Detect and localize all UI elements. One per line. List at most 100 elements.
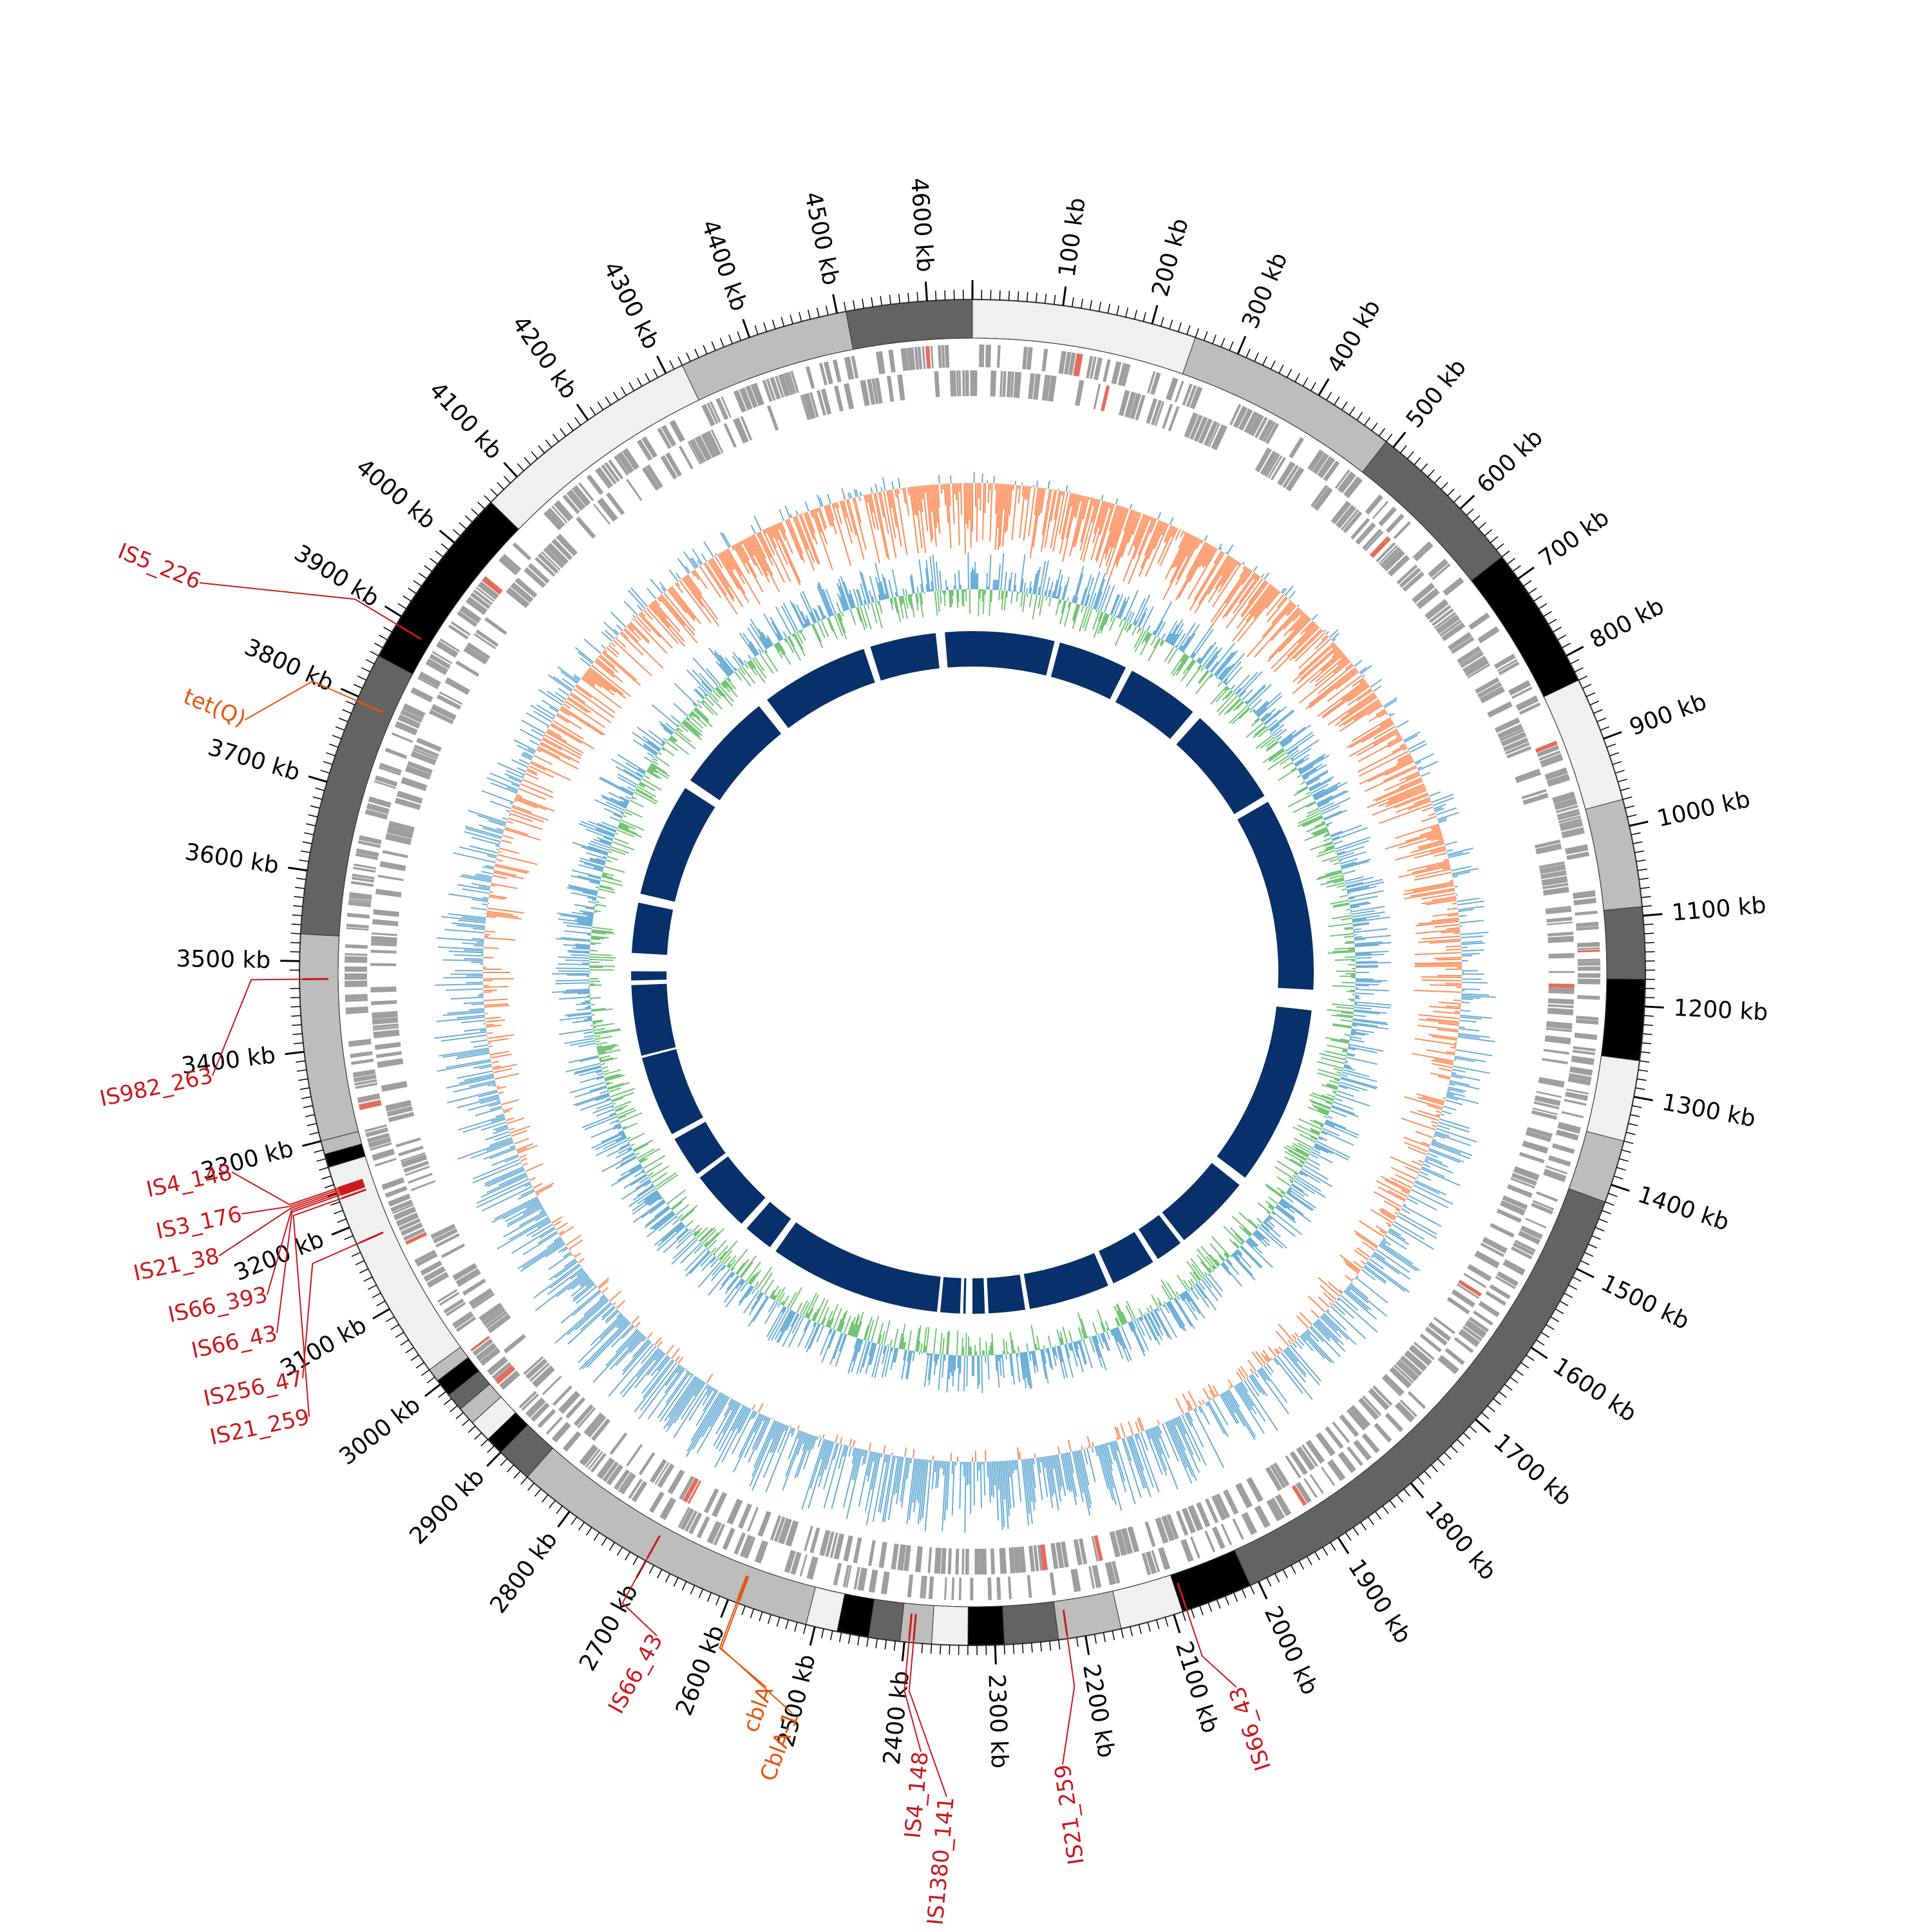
cds-feature	[649, 1459, 667, 1483]
minor-tick	[410, 1354, 419, 1361]
minor-tick	[461, 1419, 470, 1426]
cds-feature	[1154, 401, 1165, 426]
cds-feature	[1220, 1523, 1233, 1546]
cds-feature	[685, 1510, 698, 1532]
minor-tick	[1630, 1113, 1640, 1117]
homology-block	[699, 1156, 766, 1224]
cds-feature	[1571, 1056, 1595, 1065]
minor-tick	[649, 1565, 654, 1575]
minor-tick	[330, 1201, 340, 1206]
cds-feature	[379, 762, 402, 774]
major-tick	[331, 1226, 350, 1236]
minor-tick	[438, 1391, 446, 1398]
cds-feature	[1534, 839, 1561, 849]
cds-feature	[1393, 1364, 1414, 1384]
minor-tick	[1310, 382, 1316, 392]
cds-feature	[1385, 1412, 1404, 1432]
minor-tick	[400, 1339, 409, 1346]
cds-feature	[1487, 701, 1513, 718]
minor-tick	[1642, 1042, 1652, 1045]
cds-feature	[1331, 500, 1351, 525]
cds-feature	[1186, 384, 1197, 408]
minor-tick	[1606, 743, 1616, 748]
minor-tick	[527, 1482, 535, 1491]
cds-feature	[1232, 1518, 1244, 1540]
cds-feature	[867, 1540, 876, 1566]
cds-feature	[687, 1480, 702, 1504]
cds-feature	[706, 430, 721, 456]
annotation-leader	[302, 1242, 360, 1379]
cds-feature	[601, 464, 617, 485]
cds-feature	[1477, 682, 1502, 698]
minor-tick	[1330, 1542, 1336, 1551]
minor-tick	[309, 1132, 319, 1135]
cds-feature	[1115, 1529, 1128, 1556]
cds-feature	[956, 370, 959, 397]
cds-feature	[1575, 1019, 1599, 1025]
cds-feature	[542, 1376, 562, 1396]
cds-feature	[616, 451, 634, 474]
cds-feature	[1435, 614, 1461, 634]
cds-feature	[1408, 1344, 1432, 1366]
minor-tick	[1349, 406, 1356, 415]
cds-feature	[521, 1393, 540, 1411]
tick-label: 3700 kb	[205, 734, 303, 786]
cds-feature	[375, 1051, 402, 1059]
cds-feature	[853, 1566, 860, 1590]
cds-feature	[551, 538, 573, 561]
cds-feature	[448, 624, 469, 639]
cds-feature	[1146, 398, 1158, 424]
cds-feature	[1121, 1528, 1133, 1555]
cds-feature	[1277, 461, 1296, 486]
gc-content-track	[552, 552, 1392, 1394]
minor-tick	[1515, 1369, 1524, 1376]
minor-tick	[1620, 787, 1630, 791]
tick-label: 500 kb	[1401, 354, 1472, 433]
cds-feature	[466, 642, 491, 660]
cds-feature	[477, 581, 499, 600]
cds-feature	[381, 1177, 405, 1190]
cds-feature	[1494, 717, 1520, 734]
cds-feature	[620, 1473, 636, 1495]
minor-tick	[585, 1527, 592, 1536]
cds-feature	[423, 1266, 446, 1282]
cds-feature	[1045, 375, 1051, 401]
minor-tick	[763, 322, 768, 332]
minor-tick	[452, 529, 461, 536]
tick-label: 300 kb	[1237, 249, 1293, 332]
cds-feature	[594, 467, 614, 489]
cds-feature	[381, 1081, 408, 1092]
annotation-leader	[621, 1557, 658, 1636]
cds-feature	[677, 1507, 690, 1528]
cds-feature	[920, 1575, 925, 1598]
major-tick	[1257, 1581, 1268, 1600]
cds-feature	[1432, 564, 1451, 580]
cds-feature	[455, 1268, 481, 1287]
cds-feature	[1127, 1526, 1140, 1553]
minor-tick	[1229, 341, 1234, 351]
tick-label: 4100 kb	[424, 377, 507, 464]
minor-tick	[1035, 292, 1037, 303]
contig-segment	[1471, 556, 1579, 697]
minor-tick	[314, 1149, 324, 1153]
minor-tick	[1553, 627, 1562, 633]
cds-feature	[947, 1548, 952, 1575]
cds-feature	[1399, 1399, 1417, 1417]
annotation-marker	[338, 1180, 364, 1191]
cds-feature	[1515, 768, 1542, 783]
cds-feature	[370, 963, 397, 967]
cds-feature	[1502, 737, 1529, 752]
homology-block	[766, 649, 875, 728]
cds-feature	[1385, 513, 1405, 533]
cds-feature	[512, 542, 532, 561]
minor-tick	[589, 406, 596, 415]
minor-tick	[857, 1636, 860, 1646]
cds-feature	[990, 1548, 996, 1575]
annotation-label: IS21_259	[207, 1404, 312, 1450]
cds-feature	[1233, 405, 1248, 429]
cds-feature	[679, 1475, 695, 1501]
cds-feature	[1412, 541, 1434, 562]
cds-feature	[1396, 564, 1418, 585]
minor-tick	[616, 1546, 623, 1556]
cds-feature	[734, 1532, 746, 1555]
